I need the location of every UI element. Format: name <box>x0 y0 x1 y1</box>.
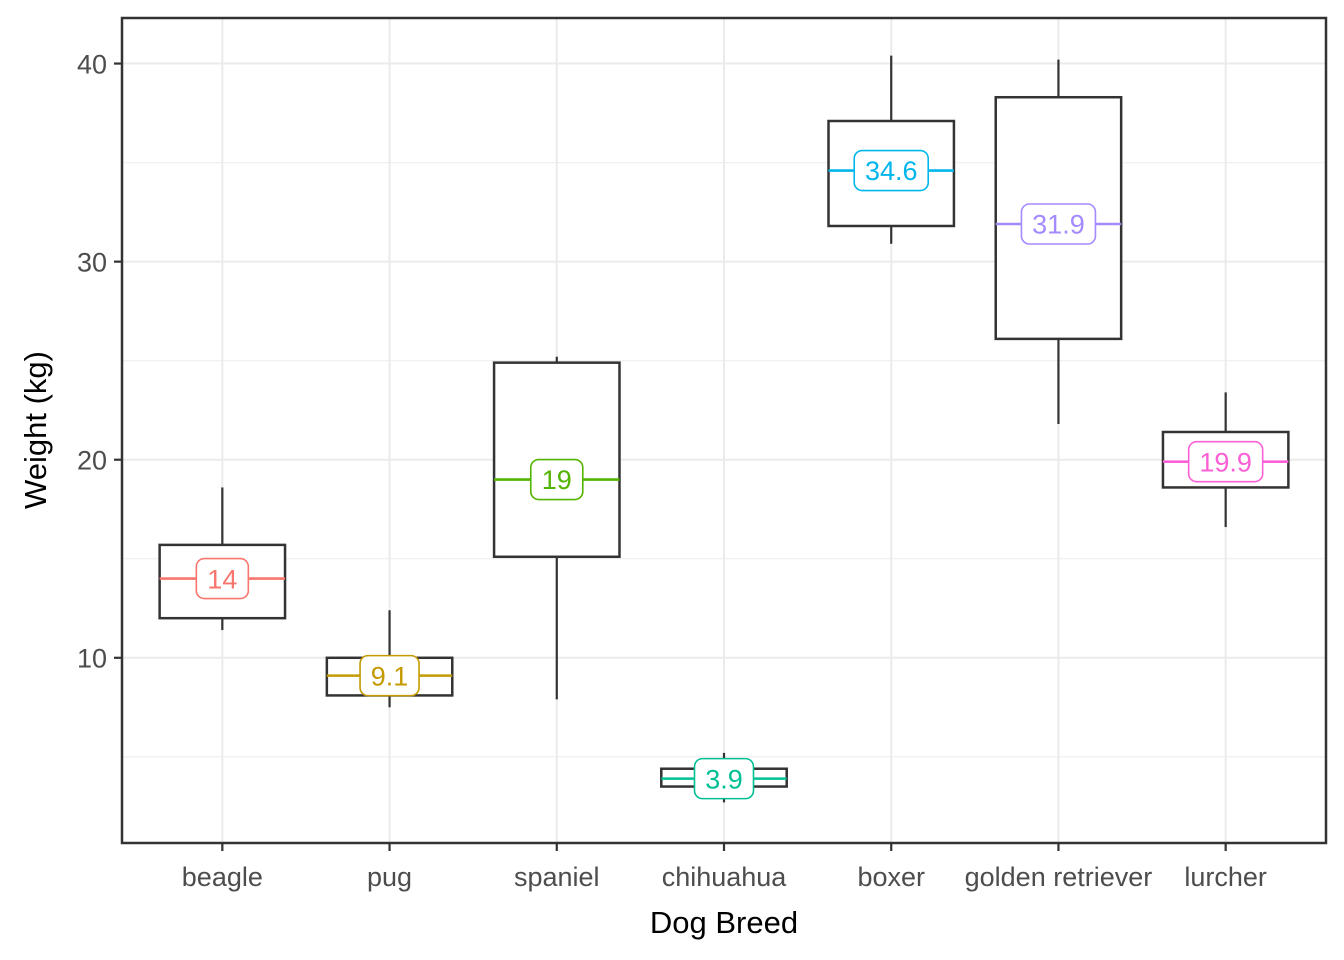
boxplot-chihuahua: 3.9 <box>660 752 788 803</box>
x-tick-label-lurcher: lurcher <box>1184 862 1267 892</box>
x-tick-label-beagle: beagle <box>182 862 263 892</box>
median-label-box <box>359 654 420 697</box>
y-tick-label-30: 30 <box>77 247 107 277</box>
x-tick-label-pug: pug <box>367 862 412 892</box>
y-tick-label-10: 10 <box>77 644 107 674</box>
boxplots: 14 9.1 19 3.9 34.6 31.9 19.9 <box>158 55 1290 803</box>
median-label: 31.9 <box>1032 210 1085 240</box>
boxplot-golden-retriever: 31.9 <box>994 59 1123 425</box>
median-label: 19.9 <box>1199 447 1252 477</box>
y-axis-title: Weight (kg) <box>18 351 53 509</box>
median-label-box <box>1187 440 1264 483</box>
median-label-box <box>853 149 930 192</box>
axis-tick-labels: 10 20 30 40 beagle pug spaniel chihuahua boxer go… <box>77 49 1267 892</box>
median-label: 34.6 <box>865 156 918 186</box>
median-label: 19 <box>542 465 572 495</box>
x-tick-label-golden-retriever: golden retriever <box>965 862 1153 892</box>
x-tick-label-boxer: boxer <box>857 862 925 892</box>
median-label: 3.9 <box>705 764 743 794</box>
x-axis-title: Dog Breed <box>650 905 798 940</box>
median-label: 9.1 <box>371 661 409 691</box>
y-tick-label-20: 20 <box>77 445 107 475</box>
median-label-box <box>529 458 584 501</box>
x-tick-label-spaniel: spaniel <box>514 862 600 892</box>
median-label-box <box>1020 203 1097 245</box>
median-label-box <box>693 757 755 800</box>
boxplot-boxer: 34.6 <box>827 55 956 244</box>
median-label-box <box>195 557 250 600</box>
x-tick-label-chihuahua: chihuahua <box>662 862 788 892</box>
boxplot-lurcher: 19.9 <box>1161 392 1290 528</box>
median-label: 14 <box>207 564 237 594</box>
boxplot-beagle: 14 <box>158 487 287 631</box>
boxplot-spaniel: 19 <box>492 356 621 700</box>
boxplot-pug: 9.1 <box>325 610 454 708</box>
y-tick-label-40: 40 <box>77 49 107 79</box>
axis-ticks <box>114 62 1227 851</box>
